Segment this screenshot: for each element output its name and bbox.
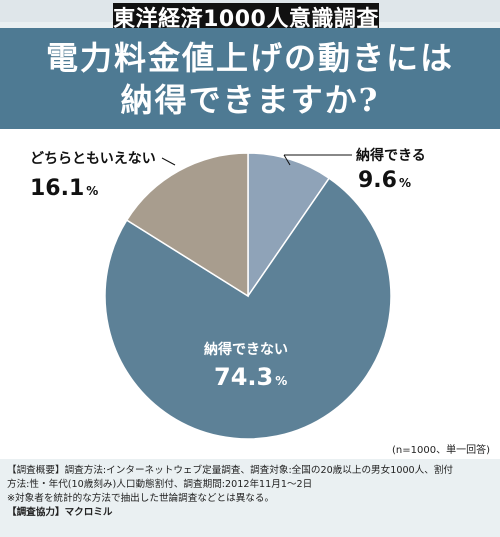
pie-slice-neutral [125, 152, 249, 298]
leader-line-neutral [161, 157, 176, 166]
sample-note: (n=1000、単一回答) [392, 445, 490, 456]
footer-line-1: 【調査概要】調査方法:インターネットウェブ定量調査、調査対象:全国の20歳以上の… [7, 464, 453, 477]
label-agree-name: 納得できる [356, 147, 426, 164]
footer-overview-heading: 【調査概要】 [7, 465, 65, 476]
chart-area: 納得できる 9.6% どちらともいえない 16.1% 納得できない 74.3% [0, 129, 500, 459]
footer-cooperation-heading: 【調査協力】 [7, 507, 65, 518]
chart-title-line-2: 納得できますか? [120, 81, 380, 119]
label-disagree-unit: % [275, 374, 287, 388]
label-disagree-value-group: 74.3% [214, 363, 287, 391]
pie-slice-disagree [104, 177, 392, 440]
footer-overview-text: 調査方法:インターネットウェブ定量調査、調査対象:全国の20歳以上の男女1000… [64, 465, 454, 476]
label-agree-value-group: 9.6% [358, 168, 411, 193]
pie-chart: 納得できる 9.6% どちらともいえない 16.1% 納得できない 74.3% [30, 147, 426, 440]
label-agree-unit: % [399, 176, 411, 190]
chart-header: 電力料金値上げの動きには 納得できますか? [0, 28, 500, 129]
label-neutral-value-group: 16.1% [30, 176, 98, 201]
label-neutral-name: どちらともいえない [30, 151, 156, 167]
footer-cooperation-text: マクロミル [64, 507, 113, 518]
label-disagree-value: 74.3 [214, 363, 273, 391]
chart-title-line-1: 電力料金値上げの動きには [45, 39, 454, 77]
survey-footer: 【調査概要】調査方法:インターネットウェブ定量調査、調査対象:全国の20歳以上の… [0, 459, 500, 537]
pie-slice-agree [247, 152, 331, 299]
label-disagree-name: 納得できない [204, 341, 288, 358]
label-neutral-value: 16.1 [30, 176, 84, 201]
leader-line-agree [283, 154, 291, 166]
footer-line-3: ※対象者を統計的な方法で抽出した世論調査などとは異なる。 [7, 493, 275, 504]
footer-line-2: 方法:性・年代(10歳刻み)人口動態割付、調査期間:2012年11月1〜2日 [7, 479, 313, 490]
footer-line-4: 【調査協力】マクロミル [7, 506, 113, 519]
label-agree-value: 9.6 [358, 168, 397, 193]
label-neutral-unit: % [86, 184, 98, 198]
